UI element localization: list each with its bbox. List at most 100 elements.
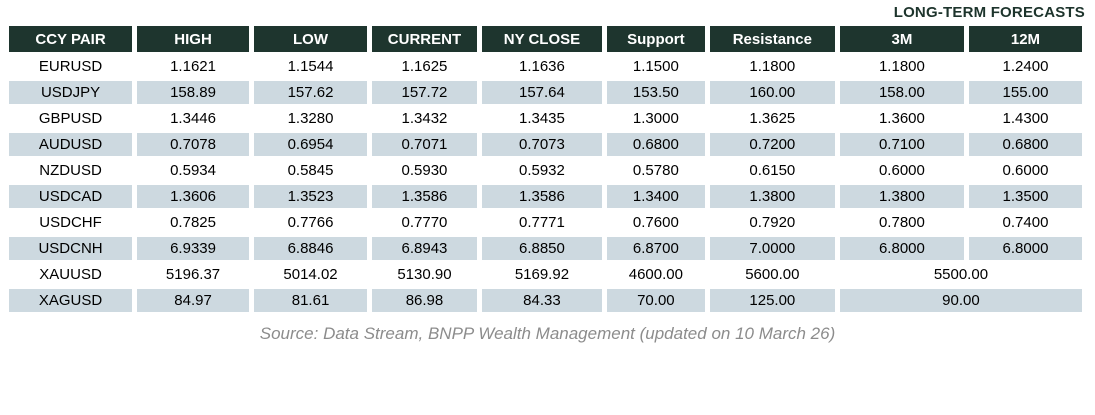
low-cell: 6.8846 [254, 237, 368, 260]
forecast-12m-cell: 1.4300 [968, 107, 1082, 130]
current-cell: 0.7071 [372, 133, 477, 156]
ny-close-cell: 1.1636 [481, 55, 602, 78]
table-row-xagusd: XAGUSD 84.97 81.61 86.98 84.33 70.00 125.00 90.… [9, 289, 1082, 312]
forecast-12m-cell: 0.6000 [968, 159, 1082, 182]
high-cell: 0.7078 [137, 133, 250, 156]
resistance-cell: 1.3800 [709, 185, 835, 208]
ccy-pair-cell: USDJPY [9, 81, 133, 104]
resistance-cell: 0.7200 [709, 133, 835, 156]
forecast-12m-cell: 1.3500 [968, 185, 1082, 208]
ccy-pair-cell: NZDUSD [9, 159, 133, 182]
support-cell: 6.8700 [606, 237, 705, 260]
low-cell: 0.6954 [254, 133, 368, 156]
ccy-pair-cell: GBPUSD [9, 107, 133, 130]
current-cell: 0.7770 [372, 211, 477, 234]
ccy-pair-cell: USDCAD [9, 185, 133, 208]
forecast-12m-cell: 6.8000 [968, 237, 1082, 260]
current-cell: 1.3586 [372, 185, 477, 208]
low-cell: 0.5845 [254, 159, 368, 182]
current-cell: 5130.90 [372, 263, 477, 286]
table-row-nzdusd: NZDUSD 0.5934 0.5845 0.5930 0.5932 0.5780 0.61… [9, 159, 1082, 182]
ny-close-cell: 1.3586 [481, 185, 602, 208]
low-cell: 81.61 [254, 289, 368, 312]
ny-close-cell: 0.5932 [481, 159, 602, 182]
table-row-audusd: AUDUSD 0.7078 0.6954 0.7071 0.7073 0.6800 0.72… [9, 133, 1082, 156]
high-cell: 0.5934 [137, 159, 250, 182]
high-cell: 5196.37 [137, 263, 250, 286]
table-row-gbpusd: GBPUSD 1.3446 1.3280 1.3432 1.3435 1.3000 1.36… [9, 107, 1082, 130]
forecast-12m-cell: 0.7400 [968, 211, 1082, 234]
current-cell: 1.3432 [372, 107, 477, 130]
source-note: Source: Data Stream, BNPP Wealth Managem… [259, 324, 836, 343]
support-cell: 0.7600 [606, 211, 705, 234]
column-header-high: HIGH [137, 26, 250, 52]
forecast-3m-cell: 0.6000 [839, 159, 964, 182]
support-cell: 0.6800 [606, 133, 705, 156]
table-row-eurusd: EURUSD 1.1621 1.1544 1.1625 1.1636 1.1500 1.18… [9, 55, 1082, 78]
table-row-usdcad: USDCAD 1.3606 1.3523 1.3586 1.3586 1.3400 1.38… [9, 185, 1082, 208]
table-row-usdcnh: USDCNH 6.9339 6.8846 6.8943 6.8850 6.8700 7.00… [9, 237, 1082, 260]
forecast-3m-cell: 0.7800 [839, 211, 964, 234]
ny-close-cell: 84.33 [481, 289, 602, 312]
ccy-pair-cell: USDCNH [9, 237, 133, 260]
ny-close-cell: 6.8850 [481, 237, 602, 260]
high-cell: 0.7825 [137, 211, 250, 234]
resistance-cell: 5600.00 [709, 263, 835, 286]
support-cell: 153.50 [606, 81, 705, 104]
forecast-3m-cell: 0.7100 [839, 133, 964, 156]
support-cell: 0.5780 [606, 159, 705, 182]
low-cell: 1.1544 [254, 55, 368, 78]
column-header-12m: 12M [968, 26, 1082, 52]
ny-close-cell: 157.64 [481, 81, 602, 104]
forecast-12m-cell: 0.6800 [968, 133, 1082, 156]
table-row-usdjpy: USDJPY 158.89 157.62 157.72 157.64 153.50 160.… [9, 81, 1082, 104]
support-cell: 4600.00 [606, 263, 705, 286]
ccy-pair-cell: USDCHF [9, 211, 133, 234]
resistance-cell: 0.6150 [709, 159, 835, 182]
support-cell: 70.00 [606, 289, 705, 312]
table-header-row: CCY PAIR HIGH LOW CURRENT NY CLOSE Suppo… [9, 26, 1082, 52]
current-cell: 6.8943 [372, 237, 477, 260]
ccy-pair-cell: XAUUSD [9, 263, 133, 286]
support-cell: 1.3400 [606, 185, 705, 208]
column-header-ny-close: NY CLOSE [481, 26, 602, 52]
column-header-support: Support [606, 26, 705, 52]
current-cell: 157.72 [372, 81, 477, 104]
resistance-cell: 125.00 [709, 289, 835, 312]
high-cell: 1.1621 [137, 55, 250, 78]
ccy-pair-cell: EURUSD [9, 55, 133, 78]
forecast-3m-cell: 1.3800 [839, 185, 964, 208]
column-header-3m: 3M [839, 26, 964, 52]
high-cell: 84.97 [137, 289, 250, 312]
column-header-resistance: Resistance [709, 26, 835, 52]
forecast-12m-cell: 155.00 [968, 81, 1082, 104]
low-cell: 0.7766 [254, 211, 368, 234]
resistance-cell: 1.1800 [709, 55, 835, 78]
column-header-ccy-pair: CCY PAIR [9, 26, 133, 52]
support-cell: 1.1500 [606, 55, 705, 78]
high-cell: 1.3446 [137, 107, 250, 130]
forecast-merged-cell: 90.00 [839, 289, 1082, 312]
resistance-cell: 0.7920 [709, 211, 835, 234]
low-cell: 157.62 [254, 81, 368, 104]
resistance-cell: 1.3625 [709, 107, 835, 130]
forecast-merged-cell: 5500.00 [839, 263, 1082, 286]
ny-close-cell: 0.7771 [481, 211, 602, 234]
column-header-current: CURRENT [372, 26, 477, 52]
high-cell: 1.3606 [137, 185, 250, 208]
long-term-forecasts-label: LONG-TERM FORECASTS [893, 4, 1085, 21]
ccy-pair-cell: AUDUSD [9, 133, 133, 156]
fx-forecast-table: CCY PAIR HIGH LOW CURRENT NY CLOSE Suppo… [4, 23, 1087, 315]
ny-close-cell: 1.3435 [481, 107, 602, 130]
high-cell: 158.89 [137, 81, 250, 104]
ccy-pair-cell: XAGUSD [9, 289, 133, 312]
low-cell: 1.3523 [254, 185, 368, 208]
resistance-cell: 7.0000 [709, 237, 835, 260]
current-cell: 1.1625 [372, 55, 477, 78]
caption-row: LONG-TERM FORECASTS [0, 0, 1095, 23]
ny-close-cell: 5169.92 [481, 263, 602, 286]
high-cell: 6.9339 [137, 237, 250, 260]
forecast-3m-cell: 1.1800 [839, 55, 964, 78]
forecast-12m-cell: 1.2400 [968, 55, 1082, 78]
